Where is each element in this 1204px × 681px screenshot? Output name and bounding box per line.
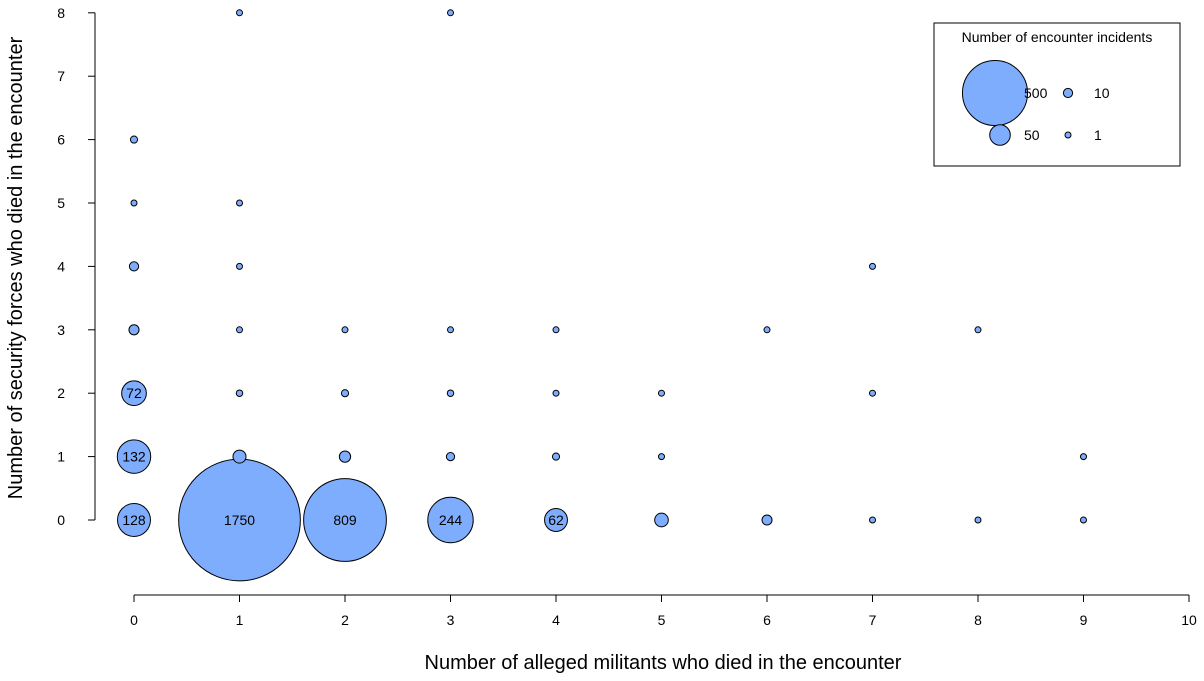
bubble — [658, 389, 665, 397]
bubble — [869, 516, 876, 524]
x-tick-label: 0 — [130, 612, 138, 628]
bubble — [654, 512, 669, 528]
y-tick-label: 8 — [57, 5, 65, 21]
x-tick-label: 8 — [974, 612, 982, 628]
x-tick-label: 1 — [236, 612, 244, 628]
bubble-labels: 128 132 72 1750 809 244 62 — [122, 385, 564, 528]
x-tick-label: 5 — [658, 612, 666, 628]
bubble — [236, 262, 243, 270]
y-tick-label: 7 — [57, 68, 65, 84]
bubble — [658, 453, 665, 461]
bubble — [974, 326, 982, 334]
bubble — [552, 389, 560, 397]
legend-bubble — [1062, 87, 1074, 99]
x-tick-label: 7 — [869, 612, 877, 628]
bubble-label: 244 — [439, 512, 463, 528]
x-tick-label: 2 — [341, 612, 349, 628]
bubble — [869, 262, 876, 270]
y-axis-title: Number of security forces who died in th… — [5, 36, 27, 499]
x-tick-label: 6 — [763, 612, 771, 628]
bubble — [303, 478, 387, 562]
bubble — [338, 450, 352, 463]
legend-label: 50 — [1024, 127, 1040, 143]
y-tick-label: 0 — [57, 512, 65, 528]
bubble — [447, 326, 454, 334]
bubble — [552, 326, 560, 334]
bubble — [761, 514, 773, 526]
legend-bubble — [989, 124, 1011, 146]
bubble-label: 72 — [126, 385, 142, 401]
y-tick-label: 1 — [57, 449, 65, 465]
legend-bubble — [961, 59, 1029, 127]
bubble — [544, 508, 568, 532]
bubble-label: 809 — [333, 512, 357, 528]
legend-label: 10 — [1094, 85, 1110, 101]
legend: Number of encounter incidents 500 10 50 1 — [933, 22, 1181, 167]
bubble — [128, 261, 140, 272]
bubble — [445, 451, 456, 462]
bubble — [121, 380, 147, 407]
bubble — [1080, 516, 1087, 524]
y-tick-label: 3 — [57, 322, 65, 338]
bubble — [128, 324, 140, 336]
y-tick-label: 6 — [57, 132, 65, 148]
legend-items: 500 10 50 1 — [961, 59, 1110, 146]
bubble — [117, 503, 151, 537]
bubble — [340, 389, 350, 398]
legend-label: 500 — [1024, 85, 1048, 101]
bubble — [116, 439, 152, 474]
bubble — [236, 9, 243, 17]
x-tick-label: 3 — [447, 612, 455, 628]
bubble — [427, 496, 474, 544]
bubble — [974, 516, 982, 524]
bubble-label: 128 — [122, 512, 146, 528]
legend-title: Number of encounter incidents — [962, 29, 1153, 45]
x-axis-title: Number of alleged militants who died in … — [425, 652, 902, 674]
bubble — [130, 199, 138, 207]
bubble — [447, 9, 454, 17]
bubble — [869, 389, 876, 397]
bubble-label: 1750 — [224, 512, 255, 528]
bubble — [235, 389, 244, 397]
bubble — [763, 326, 771, 334]
x-tick-label: 4 — [552, 612, 560, 628]
legend-label: 1 — [1094, 127, 1102, 143]
y-tick-label: 4 — [57, 258, 65, 274]
bubble — [341, 326, 349, 334]
bubble — [236, 326, 243, 334]
y-tick-label: 5 — [57, 195, 65, 211]
bubble — [551, 452, 561, 461]
bubble — [446, 389, 455, 397]
bubble-label: 62 — [548, 512, 564, 528]
axes: 0 1 2 3 4 5 6 7 8 9 10 0 1 2 3 4 5 6 7 8 — [57, 5, 1197, 628]
bubble — [129, 135, 139, 144]
y-tick-label: 2 — [57, 385, 65, 401]
x-tick-label: 9 — [1080, 612, 1088, 628]
bubble-label: 132 — [122, 449, 146, 465]
x-tick-label: 10 — [1181, 612, 1197, 628]
bubble — [232, 449, 247, 464]
bubble — [236, 199, 243, 207]
legend-bubble — [1064, 131, 1072, 139]
bubble — [1080, 453, 1087, 461]
bubbles — [116, 9, 1087, 582]
